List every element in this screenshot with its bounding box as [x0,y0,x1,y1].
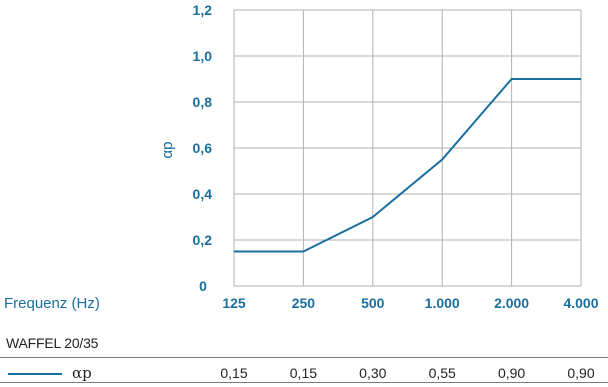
y-tick-label: 0,2 [193,232,213,248]
x-tick-label: 1.000 [425,295,460,311]
series-title: WAFFEL 20/35 [6,335,99,351]
legend-row: αp 0,15 0,15 0,30 0,55 0,90 0,90 [0,364,608,383]
value-cell: 0,15 [289,365,318,381]
value-cell: 0,55 [428,365,456,381]
y-tick-label: 0 [199,278,207,294]
y-axis-label: αp [159,141,176,158]
x-tick-labels: 125 250 500 1.000 2.000 4.000 [222,295,598,311]
y-tick-labels: 0 0,2 0,4 0,6 0,8 1,0 1,2 [193,2,213,294]
legend-symbol: αp [72,364,92,382]
legend-line-swatch [8,373,62,375]
x-axis-label: Frequenz (Hz) [4,295,100,312]
x-tick-label: 4.000 [563,295,598,311]
table-divider [0,357,608,358]
x-tick-label: 2.000 [494,295,529,311]
y-tick-label: 1,2 [193,2,213,18]
value-cell: 0,90 [567,365,595,381]
y-tick-label: 0,6 [193,140,213,156]
x-tick-label: 500 [361,295,385,311]
y-tick-label: 0,8 [193,94,213,110]
x-tick-label: 125 [222,295,246,311]
x-tick-label: 250 [292,295,316,311]
series-line [234,78,581,253]
value-cell: 0,90 [497,365,526,381]
y-tick-label: 1,0 [193,48,213,64]
grid [233,9,582,287]
y-tick-label: 0,4 [193,186,213,202]
value-cell: 0,15 [220,365,248,381]
absorption-chart: 0 0,2 0,4 0,6 0,8 1,0 1,2 125 250 500 1.000 2.000 4… [4,2,599,312]
value-cell: 0,30 [359,365,387,381]
